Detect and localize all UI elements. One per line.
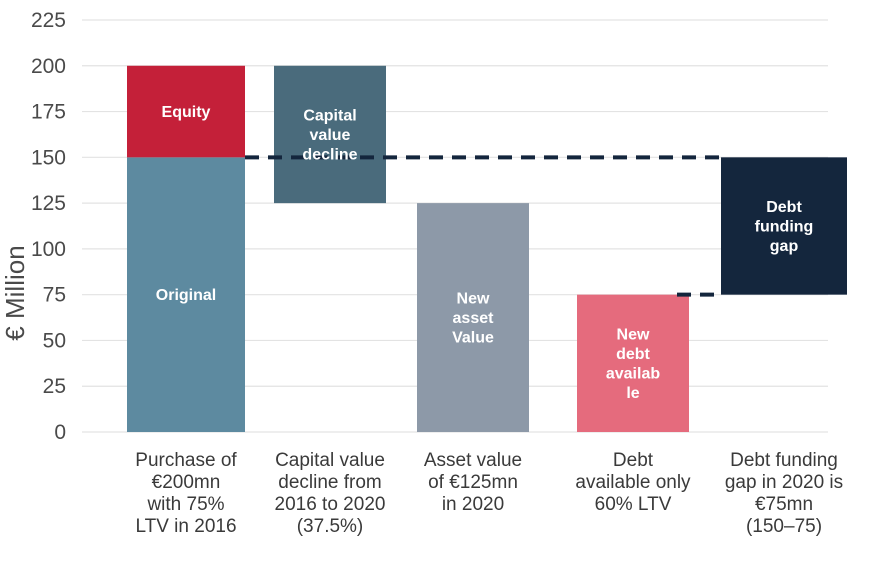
bar-segment-label: New debt availab le (606, 327, 660, 403)
category-label-line: 60% LTV (595, 494, 672, 515)
bar-label-line: funding (755, 219, 814, 236)
category-label-line: Debt (613, 450, 654, 471)
x-category-label: Purchase of €200mn with 75% LTV in 2016 (135, 450, 237, 537)
bar-segment-label: Original (156, 287, 216, 304)
category-label-line: gap in 2020 is (725, 472, 843, 493)
category-label-line: €75mn (755, 494, 813, 515)
bar-label-line: Original (156, 287, 216, 304)
category-label-line: €200mn (152, 472, 221, 493)
bar-label-line: Equity (162, 104, 211, 121)
bar-label-line: availab (606, 366, 660, 383)
y-tick-label: 225 (31, 9, 66, 32)
category-label-line: Capital value (275, 450, 385, 471)
bar-segment-label: Debt funding gap (755, 199, 814, 255)
bar-label-line: decline (302, 146, 357, 163)
reference-lines (245, 155, 721, 297)
bar-label-line: Capital (303, 107, 356, 124)
bar-segment (274, 65, 386, 204)
y-tick-label: 75 (43, 284, 66, 307)
y-tick-label: 200 (31, 55, 66, 78)
bar-segment (127, 157, 245, 433)
y-tick-label: 25 (43, 375, 66, 398)
bar-segment-label: Equity (162, 104, 211, 121)
y-axis-ticks: 0 25 50 75 100 125 150 175 200 225 (31, 9, 66, 444)
bar-layer (127, 65, 847, 433)
bar-segment-label: Capital value decline (302, 107, 357, 163)
bar-label-line: New (617, 327, 650, 344)
bar-label-line: Value (452, 330, 494, 347)
x-category-label: Debt funding gap in 2020 is €75mn (150–75) (725, 450, 843, 537)
category-label-line: in 2020 (442, 494, 504, 515)
bar-segment-label: New asset Value (452, 291, 494, 347)
bar-label-line: Debt (766, 199, 802, 216)
category-label-line: 2016 to 2020 (275, 494, 386, 515)
category-label-line: available only (575, 472, 691, 493)
x-category-label: Asset value of €125mn in 2020 (424, 450, 522, 515)
bar-label-line: asset (453, 310, 495, 327)
bar-label-line: le (626, 385, 639, 402)
bar-label-line: gap (770, 238, 799, 255)
bar-labels: Original Equity Capital value decline New asse… (156, 104, 814, 402)
x-axis-categories: Purchase of €200mn with 75% LTV in 2016 Capi… (135, 450, 843, 537)
y-tick-label: 50 (43, 329, 66, 352)
bar-label-line: New (457, 291, 490, 308)
y-tick-label: 100 (31, 238, 66, 261)
category-label-line: Purchase of (135, 450, 237, 471)
category-label-line: Debt funding (730, 450, 838, 471)
category-label-line: (37.5%) (297, 516, 364, 537)
x-category-label: Debt available only 60% LTV (575, 450, 691, 515)
category-label-line: decline from (278, 472, 382, 493)
bar-segment (721, 157, 847, 295)
bar-segment (577, 294, 689, 432)
category-label-line: with 75% (146, 494, 224, 515)
category-label-line: LTV in 2016 (135, 516, 236, 537)
bar-segment (127, 65, 245, 158)
y-tick-label: 125 (31, 192, 66, 215)
bar-segment (417, 203, 529, 432)
x-category-label: Capital value decline from 2016 to 2020 (37… (275, 450, 386, 537)
y-tick-label: 150 (31, 146, 66, 169)
category-label-line: of €125mn (428, 472, 518, 493)
y-tick-label: 175 (31, 101, 66, 124)
category-label-line: Asset value (424, 450, 522, 471)
y-axis-title: € Million (0, 245, 30, 340)
category-label-line: (150–75) (746, 516, 822, 537)
bar-label-line: value (310, 127, 351, 144)
bar-label-line: debt (616, 346, 650, 363)
y-tick-label: 0 (54, 421, 66, 444)
